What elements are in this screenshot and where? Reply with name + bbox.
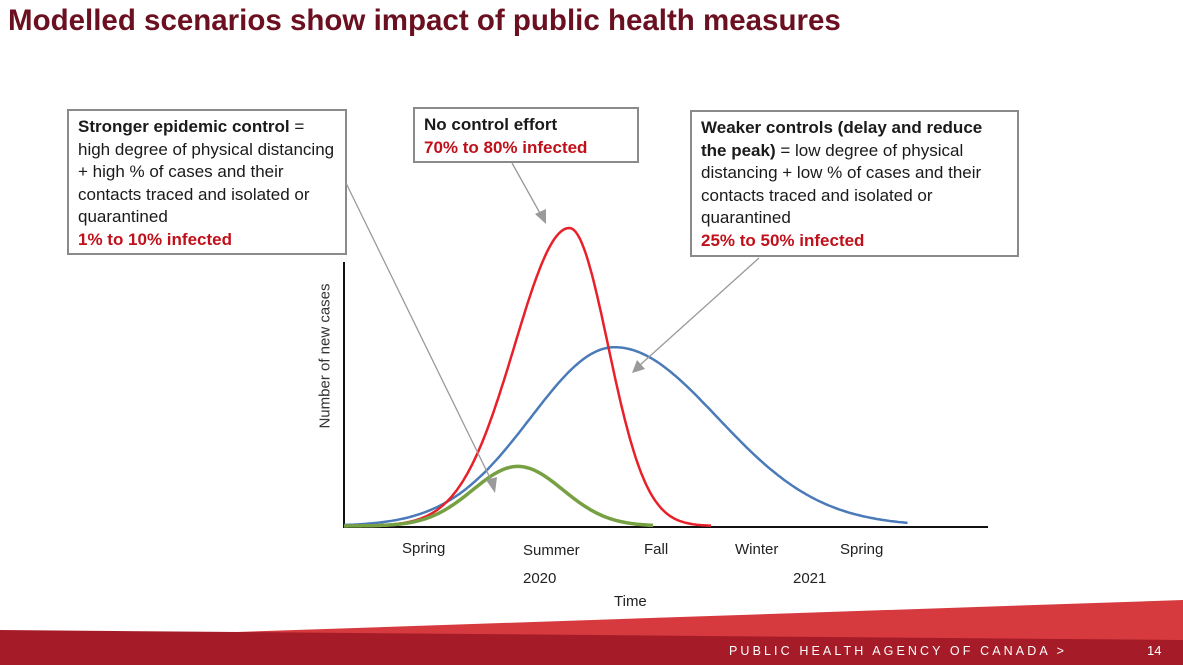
callout-stronger-heading: Stronger epidemic control [78, 117, 290, 136]
callout-weaker-result: 25% to 50% infected [701, 230, 865, 250]
pointer-no-control-arrowhead [535, 209, 546, 224]
x-axis-label: Time [614, 593, 647, 610]
callout-stronger-result: 1% to 10% infected [78, 229, 232, 249]
callout-weaker-controls: Weaker controls (delay and reduce the pe… [690, 110, 1019, 257]
callout-weaker-heading: Weaker controls (delay and reduce the pe… [701, 118, 983, 160]
callout-no-control-heading: No control effort [424, 115, 558, 134]
pointer-stronger-line [345, 182, 494, 485]
x-tick-label-fall: Fall [644, 541, 669, 558]
series-stronger-control-line [344, 464, 654, 528]
callout-stronger-text: = high degree of physical distancing + h… [78, 117, 335, 226]
y-axis-label: Number of new cases [316, 283, 334, 429]
footer-agency-name: PUBLIC HEALTH AGENCY OF CANADA > [729, 644, 1068, 658]
series-weaker-controls-line [343, 345, 908, 527]
callout-weaker-text: = low degree of physical distancing + lo… [701, 140, 982, 228]
x-tick-label-spring-2021: Spring [840, 541, 884, 558]
page-number: 14 [1147, 643, 1162, 658]
x-tick-label-summer: Summer [523, 542, 580, 559]
series-no-control-line [344, 226, 712, 528]
pointer-weaker-arrowhead [632, 360, 645, 373]
x-year-label-2021: 2021 [793, 570, 827, 587]
pointer-weaker-line [639, 257, 760, 366]
pointer-stronger-arrowhead [486, 477, 497, 493]
callout-no-control-result: 70% to 80% infected [424, 137, 588, 157]
x-year-label-2020: 2020 [523, 570, 557, 587]
callout-stronger-control: Stronger epidemic control = high degree … [67, 109, 347, 255]
x-tick-label-winter: Winter [735, 541, 779, 558]
footer-band-dark [0, 630, 1183, 665]
callout-no-control: No control effort 70% to 80% infected [413, 107, 639, 163]
x-tick-label-spring-2020: Spring [402, 540, 446, 557]
slide-title: Modelled scenarios show impact of public… [8, 4, 841, 37]
pointer-no-control-line [511, 162, 542, 216]
